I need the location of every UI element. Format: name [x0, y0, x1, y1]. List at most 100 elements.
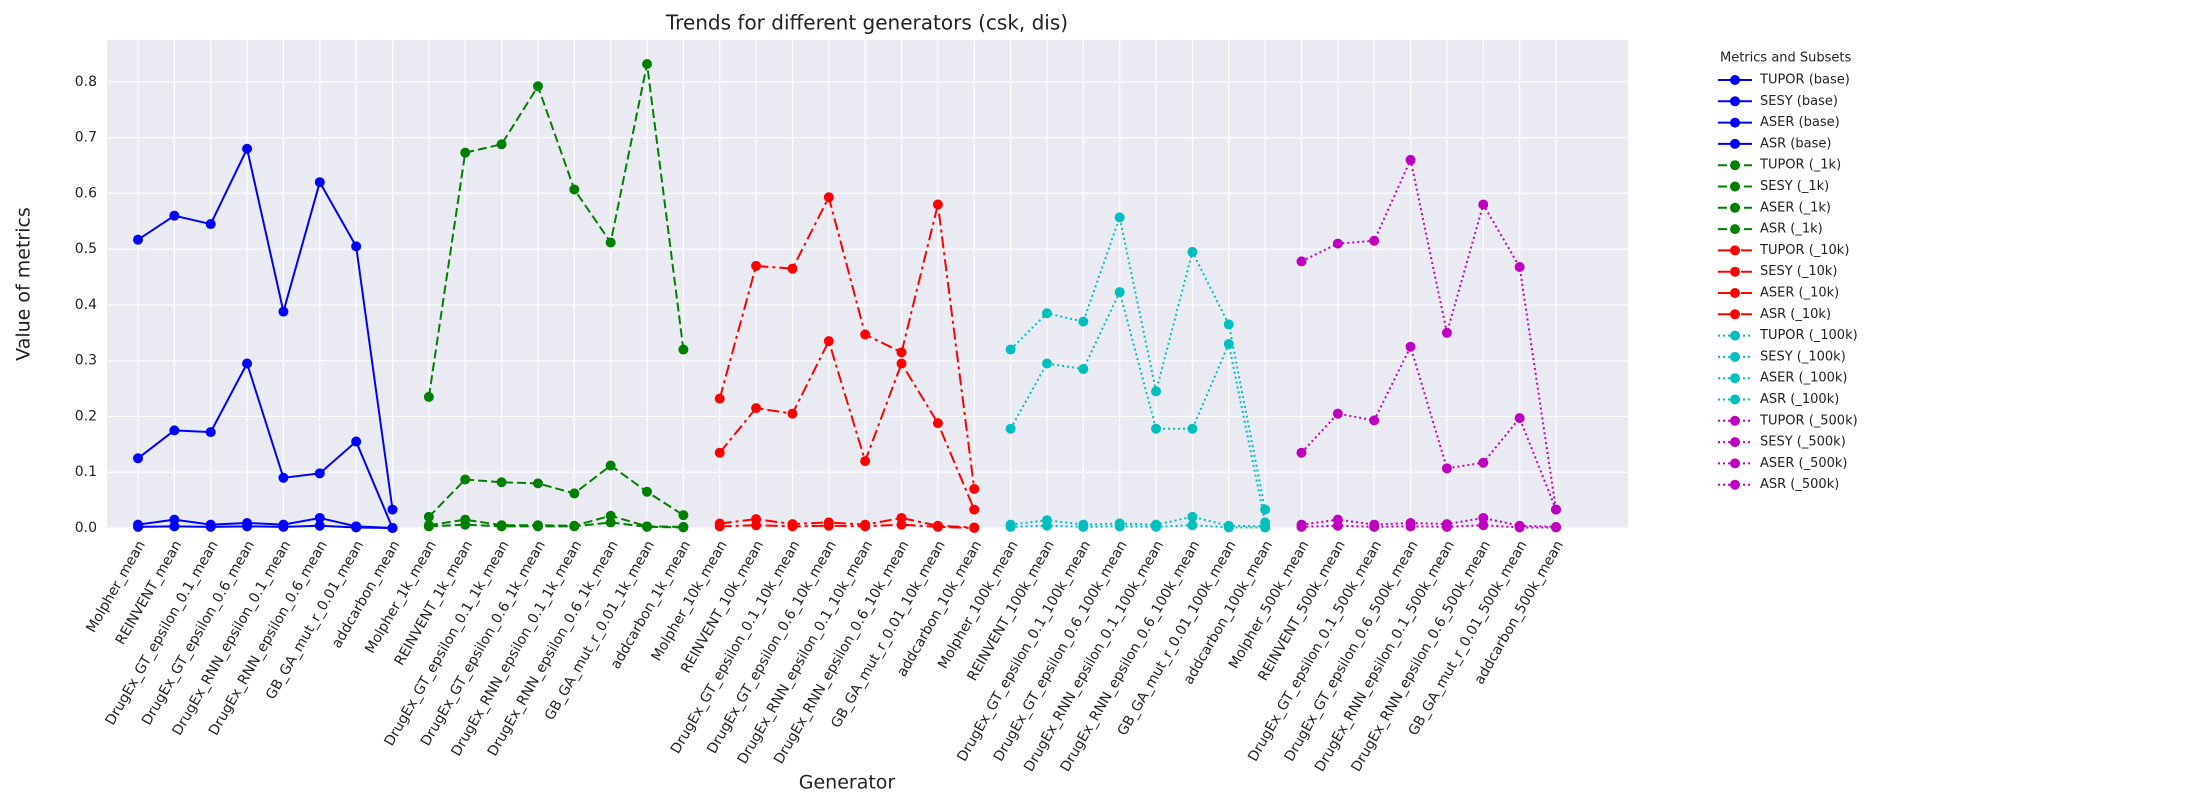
data-point: [1369, 235, 1380, 246]
data-point: [714, 393, 725, 404]
data-point: [823, 520, 834, 531]
data-point: [1478, 457, 1489, 468]
data-point: [460, 519, 471, 530]
data-point: [751, 260, 762, 271]
data-point: [242, 143, 253, 154]
data-point: [714, 521, 725, 532]
data-point: [823, 336, 834, 347]
data-point: [242, 358, 253, 369]
data-point: [1514, 522, 1525, 533]
data-point: [860, 329, 871, 340]
data-point: [1332, 520, 1343, 531]
data-point: [896, 347, 907, 358]
y-tick-label: 0.5: [75, 241, 97, 257]
data-point: [532, 478, 543, 489]
data-point: [1005, 521, 1016, 532]
data-point: [605, 460, 616, 471]
legend-label: ASR (_1k): [1760, 222, 1823, 237]
data-point: [969, 483, 980, 494]
x-axis-label: Generator: [799, 772, 896, 794]
data-point: [1041, 308, 1052, 319]
y-tick-label: 0.4: [75, 297, 97, 313]
legend-marker: [1730, 245, 1740, 256]
data-point: [1078, 316, 1089, 327]
legend-marker: [1730, 437, 1740, 448]
legend-label: TUPOR (_1k): [1759, 158, 1841, 173]
data-point: [314, 468, 325, 479]
data-point: [1151, 386, 1162, 397]
legend-label: TUPOR (_500k): [1759, 413, 1858, 428]
data-point: [1369, 415, 1380, 426]
data-point: [278, 521, 289, 532]
legend-marker: [1730, 181, 1740, 192]
data-point: [678, 522, 689, 533]
x-tick-label: DrugEx_RNN_epsilon_0.6_100k_mean: [1058, 538, 1204, 775]
data-point: [1405, 341, 1416, 352]
series-line: [137, 360, 394, 529]
data-point: [642, 486, 653, 497]
y-tick-label: 0.8: [75, 74, 97, 90]
data-point: [1151, 521, 1162, 532]
data-point: [351, 522, 362, 533]
data-point: [1369, 521, 1380, 532]
data-point: [1296, 447, 1307, 458]
data-point: [1332, 238, 1343, 249]
data-point: [1041, 520, 1052, 531]
data-point: [387, 523, 398, 533]
legend-label: ASR (_10k): [1760, 307, 1831, 322]
legend-label: ASER (_100k): [1760, 371, 1848, 386]
legend-marker: [1730, 266, 1740, 277]
data-point: [787, 408, 798, 419]
data-point: [678, 510, 689, 521]
data-point: [823, 192, 834, 203]
data-point: [1514, 413, 1525, 424]
legend-label: SESY (_1k): [1760, 179, 1829, 194]
legend-marker: [1730, 351, 1740, 362]
data-point: [460, 474, 471, 485]
data-point: [387, 504, 398, 515]
data-point: [1187, 246, 1198, 257]
legend-marker: [1730, 415, 1740, 426]
data-point: [896, 358, 907, 369]
legend-label: ASER (_1k): [1760, 200, 1831, 215]
data-point: [1260, 504, 1271, 515]
legend-marker: [1730, 202, 1740, 213]
series-line: [428, 514, 684, 528]
chart-title: Trends for different generators (csk, di…: [665, 11, 1068, 35]
data-point: [351, 436, 362, 447]
legend-marker: [1730, 160, 1740, 171]
series-line: [718, 194, 976, 490]
y-tick-label: 0.3: [75, 353, 97, 369]
legend-marker: [1730, 224, 1740, 235]
data-point: [496, 521, 507, 532]
legend-label: TUPOR (base): [1759, 73, 1850, 88]
data-point: [787, 521, 798, 532]
x-tick-label: REINVENT_mean: [113, 538, 186, 648]
data-point: [860, 456, 871, 467]
data-point: [169, 210, 180, 221]
data-point: [642, 58, 653, 69]
data-point: [1296, 256, 1307, 267]
legend-marker: [1730, 458, 1740, 469]
series-line: [137, 516, 393, 529]
data-point: [1223, 338, 1234, 349]
data-point: [714, 447, 725, 458]
data-point: [1187, 423, 1198, 434]
data-point: [496, 477, 507, 488]
y-tick-label: 0.7: [75, 130, 97, 146]
data-point: [969, 523, 980, 533]
data-point: [605, 517, 616, 528]
data-point: [1405, 154, 1416, 165]
data-point: [751, 403, 762, 414]
legend-marker: [1730, 117, 1740, 128]
data-point: [1441, 463, 1452, 474]
data-point: [1005, 423, 1016, 434]
legend-marker: [1730, 479, 1740, 490]
data-point: [1151, 423, 1162, 434]
data-point: [1332, 408, 1343, 419]
data-point: [278, 306, 289, 317]
legend-marker: [1730, 330, 1740, 341]
data-point: [569, 488, 580, 499]
legend-label: SESY (base): [1760, 94, 1838, 109]
data-point: [532, 81, 543, 92]
